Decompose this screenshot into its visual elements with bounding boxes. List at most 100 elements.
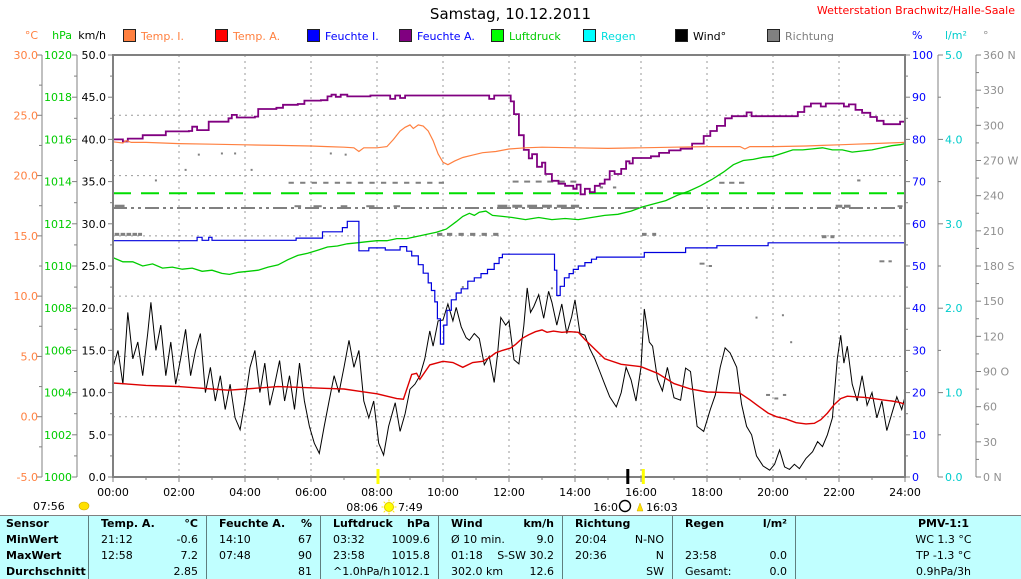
richtung-mark: [311, 181, 317, 184]
table-column: Sensor MinWert MaxWert Durchschnitt: [0, 516, 88, 579]
richtung-mark: [512, 180, 519, 183]
legend-label: Richtung: [785, 30, 834, 43]
richtung-mark: [415, 181, 421, 184]
richtung-mark: [300, 181, 306, 184]
legend-label: Feuchte A.: [417, 30, 475, 43]
time-tick-label: 24:00: [889, 486, 921, 499]
table-cell: 03:32 1009.6: [333, 533, 430, 546]
series-temp-a-: [112, 329, 906, 425]
tick-label-hpa: 1006: [44, 344, 72, 357]
richtung-mark: [366, 205, 375, 208]
table-cell: 2.85: [173, 565, 199, 578]
table-column: Richtung 20:04 N-NO 20:36 N SW: [562, 516, 672, 579]
table-cell: Sensor: [6, 517, 49, 530]
richtung-mark: [782, 393, 787, 396]
legend-item-luftdruck: Luftdruck: [491, 29, 561, 43]
axis-unit-pct: %: [912, 29, 922, 42]
richtung-mark: [458, 232, 464, 236]
richtung-mark: [438, 181, 444, 184]
time-tick-label: 06:00: [295, 486, 327, 499]
richtung-mark: [329, 152, 332, 155]
legend-item-wind-: Wind°: [675, 29, 726, 43]
richtung-mark: [461, 286, 464, 289]
richtung-mark: [120, 232, 126, 236]
table-cell: ^1.0hPa/h 1012.1: [333, 565, 430, 578]
richtung-mark: [323, 181, 329, 184]
axis-unit-kmh: km/h: [78, 29, 106, 42]
table-cell: Richtung: [575, 517, 631, 530]
table-cell: 20:36 N: [575, 549, 664, 562]
tick-label-c: 5.0: [21, 350, 39, 363]
richtung-mark: [369, 181, 375, 184]
tick-label-lm2: 0.0: [945, 471, 963, 484]
legend-swatch-icon: [215, 29, 228, 42]
tick-label-kmh: 15.0: [82, 344, 107, 357]
series-feuchte-a-: [113, 93, 905, 196]
tick-label-c: -5.0: [17, 471, 38, 484]
tick-label-deg: 90 O: [983, 366, 1009, 379]
axis-unit-hpa: hPa: [52, 29, 72, 42]
richtung-mark: [699, 262, 705, 265]
richtung-mark: [393, 205, 401, 208]
richtung-mark: [380, 181, 387, 184]
richtung-mark: [126, 232, 132, 236]
richtung-mark: [524, 180, 531, 183]
table-cell: 0.9hPa/3h: [915, 565, 972, 578]
table-cell: WC 1.3 °C: [915, 533, 972, 546]
richtung-mark: [154, 179, 157, 182]
tick-label-hpa: 1008: [44, 302, 72, 315]
table-cell: Durchschnitt: [6, 565, 86, 578]
richtung-mark: [830, 235, 835, 239]
richtung-mark: [132, 232, 138, 236]
time-tick-label: 16:00: [625, 486, 657, 499]
tick-label-pct: 40: [912, 302, 926, 315]
richtung-mark: [470, 232, 476, 236]
legend-item-temp-i-: Temp. I.: [123, 29, 184, 43]
table-cell: 302.0 km 12.6: [451, 565, 554, 578]
legend-item-temp-a-: Temp. A.: [215, 29, 280, 43]
table-cell: Wind km/h: [451, 517, 554, 530]
richtung-mark: [729, 181, 735, 184]
sunrise-sun-icon: [381, 499, 397, 515]
table-cell: Luftdruck hPa: [333, 517, 430, 530]
table-cell: 21:12 -0.6: [101, 533, 198, 546]
richtung-mark: [556, 204, 567, 208]
time-tick-label: 10:00: [427, 486, 459, 499]
table-cell: SW: [646, 565, 664, 578]
table-cell: [673, 532, 795, 548]
series-luftdruck: [112, 142, 906, 276]
table-cell: MaxWert: [6, 549, 62, 562]
legend-label: Regen: [601, 30, 636, 43]
richtung-mark: [346, 181, 352, 184]
tick-label-pct: 0: [912, 471, 919, 484]
legend-swatch-icon: [123, 29, 136, 42]
legend-label: Feuchte I.: [325, 30, 379, 43]
tick-label-deg: 150: [983, 295, 1004, 308]
richtung-mark: [843, 204, 851, 208]
tick-label-kmh: 10.0: [82, 387, 107, 400]
legend-swatch-icon: [767, 29, 780, 42]
table-cell: Gesamt: 0.0: [685, 565, 787, 578]
richtung-mark: [404, 181, 410, 184]
moonrise-time-label: 16:0: [593, 501, 618, 514]
richtung-mark: [719, 181, 725, 184]
richtung-mark: [888, 260, 892, 263]
tick-label-kmh: 45.0: [82, 91, 107, 104]
weather-chart: °C30.025.020.015.010.05.00.0-5.0hPa10201…: [14, 29, 1018, 515]
tick-label-deg: 360 N: [983, 49, 1016, 62]
tick-label-deg: 0 N: [983, 471, 1002, 484]
axis-unit-c: °C: [25, 29, 39, 42]
tick-label-c: 10.0: [14, 290, 39, 303]
richtung-mark: [641, 232, 647, 236]
richtung-mark: [392, 181, 398, 184]
tick-label-deg: 330: [983, 84, 1004, 97]
legend-label: Wind°: [693, 30, 727, 43]
table-cell: TP -1.3 °C: [916, 549, 971, 562]
page-title: Samstag, 10.12.2011: [429, 5, 592, 23]
table-cell: Temp. A. °C: [101, 517, 198, 530]
table-column: Feuchte A.% 14:10 67 07:48 90 81: [206, 516, 320, 579]
legend-swatch-icon: [583, 29, 596, 42]
tick-label-pct: 50: [912, 260, 926, 273]
tick-label-kmh: 50.0: [82, 49, 107, 62]
